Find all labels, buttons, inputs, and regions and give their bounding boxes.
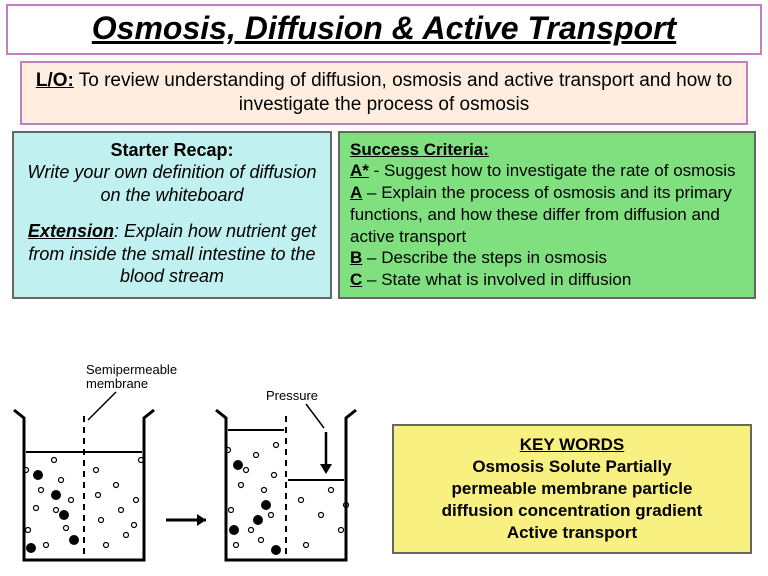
- criteria-item: B – Describe the steps in osmosis: [350, 247, 744, 269]
- extension-label: Extension: [28, 221, 114, 241]
- starter-body: Write your own definition of diffusion o…: [22, 161, 322, 206]
- success-criteria-box: Success Criteria: A* - Suggest how to in…: [338, 131, 756, 299]
- svg-text:Pressure: Pressure: [266, 388, 318, 403]
- extension-line: Extension: Explain how nutrient get from…: [22, 220, 322, 288]
- keywords-line: permeable membrane particle: [402, 478, 742, 500]
- keywords-line: Active transport: [402, 522, 742, 544]
- keywords-box: KEY WORDS Osmosis Solute Partially perme…: [392, 424, 752, 554]
- criteria-title: Success Criteria:: [350, 139, 744, 161]
- content-row: Starter Recap: Write your own definition…: [12, 131, 756, 299]
- keywords-line: Osmosis Solute Partially: [402, 456, 742, 478]
- lo-text: To review understanding of diffusion, os…: [79, 70, 732, 115]
- lo-label: L/O:: [36, 70, 74, 91]
- criteria-item: A – Explain the process of osmosis and i…: [350, 182, 744, 247]
- criteria-item: A* - Suggest how to investigate the rate…: [350, 160, 744, 182]
- keywords-title: KEY WORDS: [402, 434, 742, 456]
- page-title: Osmosis, Diffusion & Active Transport: [92, 10, 676, 46]
- keywords-line: diffusion concentration gradient: [402, 500, 742, 522]
- learning-objective-box: L/O: To review understanding of diffusio…: [20, 61, 748, 125]
- svg-text:membrane: membrane: [86, 376, 148, 391]
- title-box: Osmosis, Diffusion & Active Transport: [6, 4, 762, 55]
- starter-title: Starter Recap:: [22, 139, 322, 162]
- criteria-item: C – State what is involved in diffusion: [350, 269, 744, 291]
- svg-text:Semipermeable: Semipermeable: [86, 362, 177, 377]
- osmosis-diagram: Semipermeablemembrane Pressure: [6, 360, 374, 565]
- starter-recap-box: Starter Recap: Write your own definition…: [12, 131, 332, 299]
